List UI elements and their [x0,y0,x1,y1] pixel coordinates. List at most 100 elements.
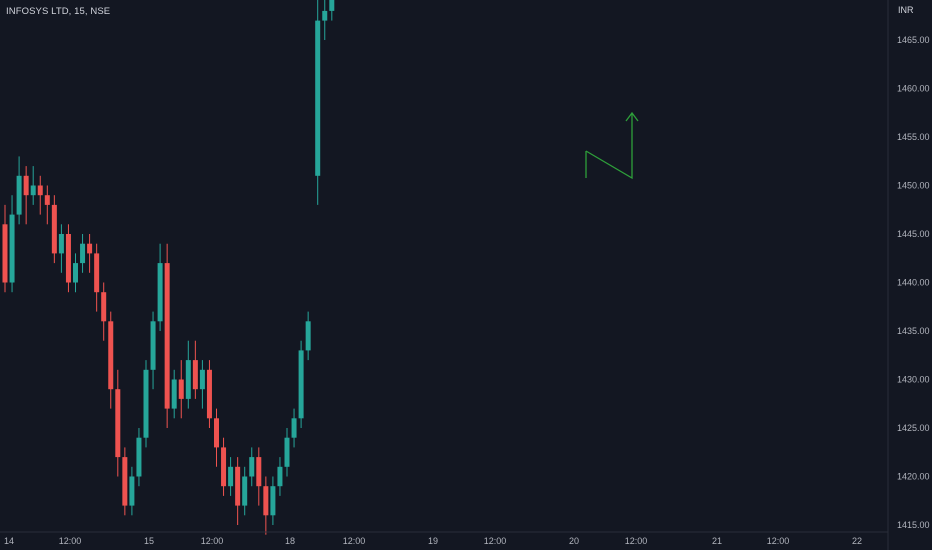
candle-body [242,476,248,506]
candle-body [249,457,255,477]
price-tick-label: 1445.00 [897,229,930,239]
time-tick-label: 15 [144,536,154,546]
price-tick-label: 1465.00 [897,35,930,45]
candle [87,234,93,273]
candle-body [129,476,135,506]
candle-body [37,185,43,196]
candle-body [51,204,57,254]
candle-body [315,20,321,176]
candle-body [9,214,15,283]
price-tick-label: 1425.00 [897,423,930,433]
candle [315,0,321,205]
candle [157,243,163,331]
candle [235,457,241,525]
candle [136,428,142,487]
candle [277,457,283,496]
candle-body [157,263,163,322]
candle-body [30,185,36,196]
time-tick-label: 12:00 [343,536,366,546]
candle [164,243,170,428]
price-tick-label: 1460.00 [897,84,930,94]
candle [329,0,335,21]
time-tick-label: 20 [569,536,579,546]
candle-body [291,418,297,438]
price-tick-label: 1435.00 [897,326,930,336]
candle-body [65,234,71,283]
candle [44,185,50,225]
candle-body [16,175,22,215]
candle-body [192,360,198,390]
candle [122,447,128,516]
time-tick-label: 12:00 [625,536,648,546]
time-tick-label: 14 [4,536,14,546]
candle [199,360,205,409]
candle [101,282,107,341]
candle-body [150,321,156,370]
candle [143,360,149,448]
candle [51,195,57,264]
time-tick-label: 12:00 [767,536,790,546]
candle-body [2,224,8,283]
candle-body [305,321,311,351]
time-tick-label: 19 [428,536,438,546]
candle [256,447,262,506]
price-tick-label: 1440.00 [897,278,930,288]
candle [192,340,198,399]
candle-body [94,253,100,293]
price-tick-label: 1420.00 [897,472,930,482]
candle-body [263,486,269,516]
candle-body [143,369,149,438]
candle-body [164,263,170,409]
candle-body [101,292,107,322]
candle [249,447,255,487]
time-tick-label: 18 [285,536,295,546]
candle [16,156,22,225]
time-axis[interactable]: 14 12:00 15 12:00 18 12:00 19 12:00 20 12:00 21 12:… [0,531,888,546]
candle [65,224,71,293]
candle-body [221,447,227,487]
candle-body [178,379,184,399]
candle-body [235,466,241,506]
candle-body [73,263,78,283]
price-tick-label: 1450.00 [897,181,930,191]
candle [270,476,276,525]
time-tick-label: 12:00 [59,536,82,546]
candle-body [185,360,191,399]
candle [115,369,121,477]
symbol-title: INFOSYS LTD, 15, NSE [6,6,111,17]
candle-body [136,437,142,477]
candle [94,243,100,312]
candle-body [206,369,212,419]
candle [263,476,269,535]
candles-layer [2,0,335,535]
candle-body [115,389,121,458]
candle [214,408,219,467]
candle [37,175,43,215]
candle-body [298,350,304,419]
candle [23,166,29,225]
arrow-head [625,111,639,122]
price-axis[interactable]: 1415.00 1420.00 1425.00 1430.00 1435.00 1440.… [887,0,930,550]
price-tick-label: 1455.00 [897,132,930,142]
candle [73,253,78,293]
time-tick-label: 12:00 [201,536,224,546]
drawings-layer [585,111,639,180]
candle [58,224,64,273]
price-tick-label: 1415.00 [897,520,930,530]
candle-body [108,321,114,390]
candle [305,311,311,361]
candle-body [80,243,86,264]
candle-body [44,195,50,205]
candle [9,195,15,293]
arrow-path [585,114,633,180]
candle-body [122,457,128,506]
candle-body [171,379,177,409]
candle [322,0,328,40]
candle-body [277,466,283,487]
candle [242,466,248,516]
time-tick-label: 21 [712,536,722,546]
candle-body [270,486,276,516]
candle [171,369,177,419]
candle [2,204,8,293]
